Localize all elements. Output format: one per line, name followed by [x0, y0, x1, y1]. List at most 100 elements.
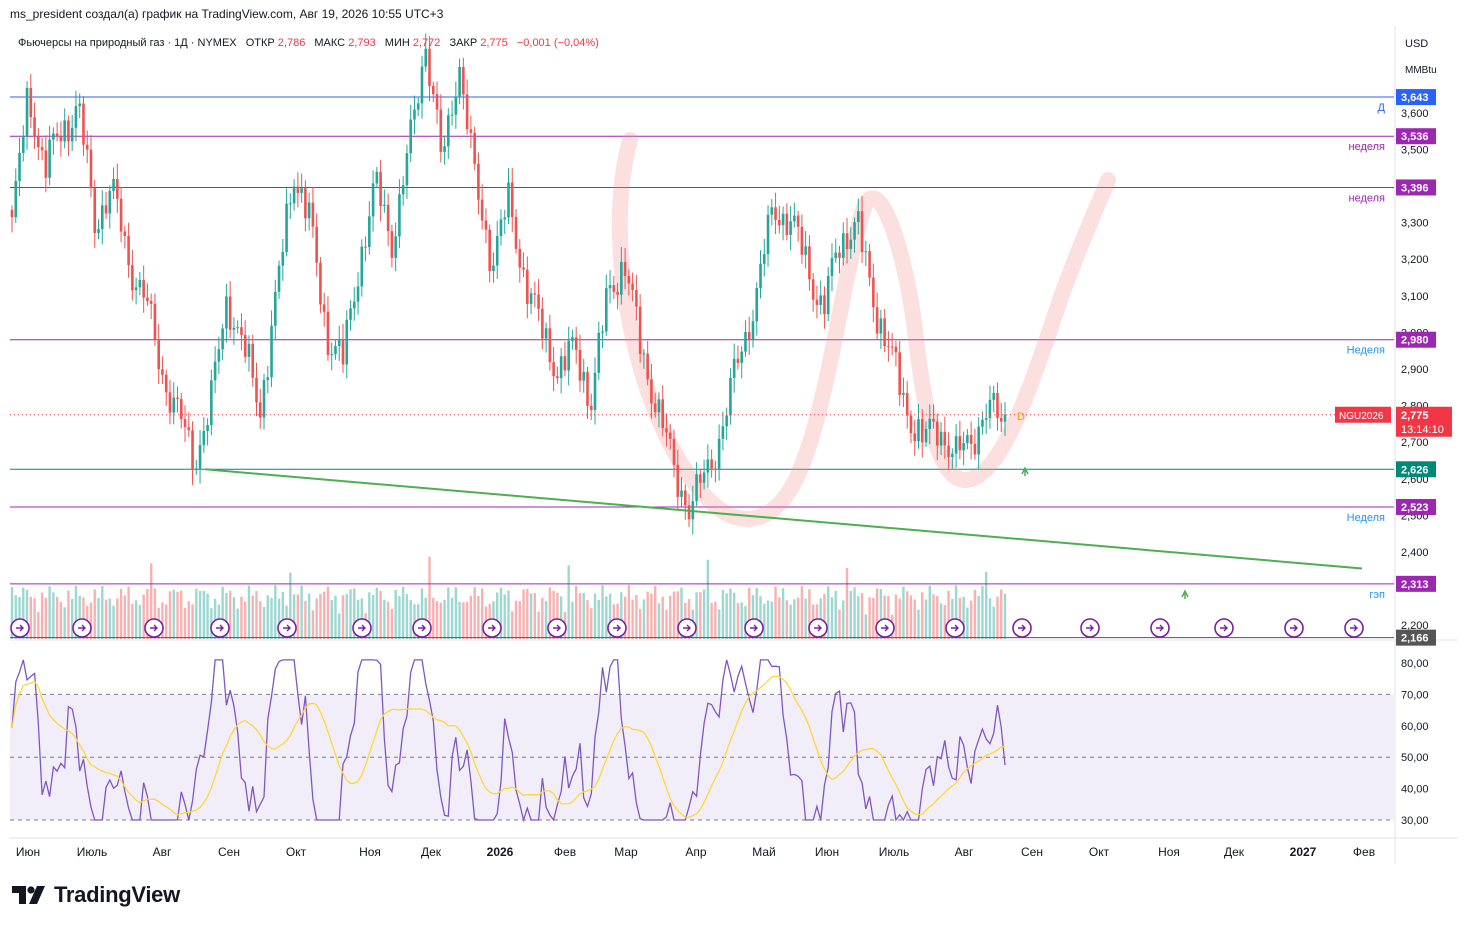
volume-bar-139 — [533, 593, 537, 639]
candle-body-29 — [119, 198, 123, 232]
candle-body-135 — [518, 248, 522, 268]
volume-bar-26 — [108, 598, 111, 639]
volume-bar-264 — [1003, 593, 1007, 639]
candle-body-232 — [883, 318, 886, 347]
volume-bar-256 — [973, 589, 977, 639]
candle-body-237 — [902, 393, 905, 395]
volume-bar-13 — [59, 601, 63, 639]
unit-label[interactable]: MMBtu — [1405, 65, 1437, 76]
rsi-line — [11, 659, 1006, 823]
horizontal-levels[interactable]: 3,643 Д 3,536 неделя 3,396 неделя 2,980 Неделя 2… — [10, 89, 1436, 646]
candle-body-61 — [240, 327, 243, 335]
candle-body-7 — [37, 136, 40, 148]
volume-bar-195 — [744, 606, 747, 639]
candle-body-44 — [176, 397, 179, 400]
time-tick-7: 2026 — [487, 845, 514, 859]
volume-bar-90 — [349, 589, 352, 639]
volume-bar-71 — [277, 598, 281, 639]
candle-body-91 — [352, 301, 356, 309]
candle-body-88 — [341, 338, 345, 365]
candle-body-67 — [262, 380, 266, 418]
event-markers[interactable] — [10, 618, 1364, 638]
volume-bar-198 — [755, 587, 758, 639]
candle-body-94 — [364, 246, 367, 248]
level-badge-6 — [1396, 575, 1436, 592]
tradingview-logo[interactable]: TradingView — [12, 882, 180, 908]
candle-body-26 — [108, 190, 112, 214]
volume-bar-105 — [405, 594, 409, 639]
candle-body-71 — [277, 265, 281, 292]
volume-bar-36 — [146, 588, 149, 639]
candle-body-207 — [789, 221, 792, 235]
candle-body-233 — [887, 346, 890, 348]
volume-bar-14 — [63, 607, 66, 639]
volume-bar-206 — [785, 600, 789, 639]
candle-body-80 — [311, 202, 315, 227]
candle-body-175 — [668, 432, 672, 439]
currency-label[interactable]: USD — [1405, 38, 1428, 50]
volume-bar-70 — [274, 585, 277, 639]
volume-bar-202 — [770, 601, 773, 639]
volume-bar-232 — [883, 595, 886, 639]
candle-body-183 — [699, 474, 702, 483]
candle-body-211 — [804, 246, 807, 255]
level-value-0: 3,643 — [1401, 92, 1429, 104]
volume-bar-204 — [778, 597, 781, 639]
event-marker-arrow-20 — [1350, 624, 1358, 632]
w-pattern-drawing[interactable] — [611, 132, 1116, 527]
candle-body-19 — [82, 103, 85, 145]
candle-body-185 — [706, 459, 710, 473]
volume-bar-32 — [131, 603, 134, 639]
price-tick-11: 2,400 — [1401, 547, 1429, 559]
event-marker-arrow-8 — [553, 624, 561, 632]
candle-body-208 — [793, 215, 796, 222]
candle-body-258 — [981, 419, 984, 427]
rsi-indicator — [11, 659, 1006, 823]
volume-bar-37 — [149, 563, 153, 639]
candle-body-112 — [431, 85, 435, 95]
event-marker-arrow-9 — [613, 624, 621, 632]
candle-body-42 — [168, 392, 172, 413]
volume-bar-87 — [338, 613, 341, 639]
volume-bar-109 — [420, 588, 424, 639]
candle-body-129 — [495, 236, 499, 266]
volume-bar-154 — [590, 608, 593, 639]
last-price-marker: NGU2026 2,775 13:14:10 D — [10, 406, 1452, 437]
candle-body-124 — [477, 163, 480, 200]
candle-body-45 — [179, 399, 183, 420]
volume-bar-17 — [74, 585, 78, 639]
candle-body-182 — [695, 474, 698, 502]
volume-bar-239 — [909, 595, 913, 639]
candle-body-252 — [958, 436, 962, 451]
candle-body-62 — [243, 334, 247, 357]
volume-bar-142 — [544, 601, 548, 639]
event-marker-arrow-7 — [488, 624, 496, 632]
candle-body-140 — [537, 294, 540, 309]
time-tick-14: Авг — [955, 845, 974, 859]
volume-bar-211 — [804, 598, 807, 639]
volume-bar-187 — [714, 601, 717, 639]
candle-body-230 — [875, 307, 879, 334]
volume-bar-238 — [906, 591, 909, 639]
volume-bar-237 — [902, 586, 905, 639]
candle-body-137 — [526, 269, 529, 304]
trendline[interactable] — [204, 466, 1363, 599]
rsi-tick-1: 70,00 — [1401, 689, 1429, 701]
time-tick-6: Дек — [421, 845, 442, 859]
event-marker-arrow-10 — [683, 624, 691, 632]
level-tag-3: Неделя — [1347, 345, 1385, 357]
time-tick-8: Фев — [554, 845, 576, 859]
volume-bar-227 — [864, 614, 868, 639]
candle-body-6 — [33, 117, 36, 137]
last-price-badge — [1396, 406, 1452, 437]
volume-bar-72 — [281, 591, 285, 639]
time-tick-10: Апр — [685, 845, 707, 859]
tradingview-logo-text: TradingView — [54, 882, 180, 907]
candle-body-8 — [40, 147, 44, 151]
candle-body-69 — [270, 325, 273, 378]
candle-body-36 — [146, 297, 149, 301]
legend-l-label: МИН — [385, 37, 410, 49]
candle-body-64 — [251, 343, 255, 378]
chart-canvas[interactable]: Фьючерсы на природный газ · 1Д · NYMEX О… — [0, 0, 1468, 880]
candle-body-156 — [597, 332, 601, 373]
